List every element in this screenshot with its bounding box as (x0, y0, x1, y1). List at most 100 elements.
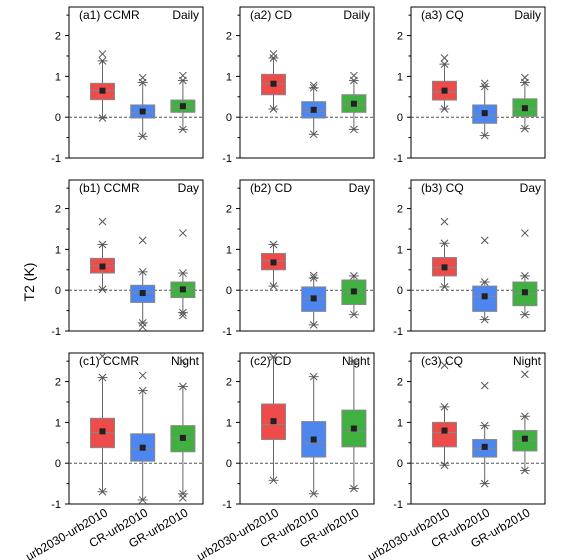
panel-title: (a2) CD (250, 8, 292, 22)
y-tick-label: 2 (55, 377, 61, 389)
max-marker (138, 236, 147, 245)
y-tick-label: 2 (226, 204, 232, 216)
panel-title: (b3) CQ (421, 181, 464, 195)
panel-period-label: Night (513, 354, 542, 368)
max-marker (179, 71, 187, 80)
mean-marker (179, 434, 186, 441)
mean-marker (481, 110, 488, 117)
box-cr (130, 371, 156, 504)
panel-title: (a3) CQ (421, 8, 464, 22)
y-tick-label: 0 (397, 458, 403, 470)
box-cr (301, 81, 327, 139)
box-gr (170, 229, 196, 320)
panel-a2: -1 0 1 2 (a2) CD Daily (222, 6, 375, 165)
p1-marker (521, 124, 529, 133)
y-tick-label: -1 (393, 153, 403, 165)
iqr-box (432, 421, 457, 448)
y-tick-label: 0 (55, 112, 61, 124)
p1-marker (480, 479, 489, 488)
p1-marker (269, 476, 278, 485)
panel-title: (c2) CD (250, 354, 292, 368)
box-cr (472, 236, 498, 324)
y-tick-label: 2 (226, 377, 232, 389)
mean-marker (441, 264, 448, 271)
p1-marker (98, 114, 107, 122)
p99-marker (138, 386, 147, 395)
mean-marker (481, 443, 488, 450)
p1-marker (480, 131, 489, 140)
y-axis-label: T2 (K) (21, 263, 37, 302)
panel-frame (239, 352, 375, 505)
panel-frame (239, 6, 375, 159)
panel-period-label: Day (349, 181, 370, 195)
p1-marker (350, 484, 358, 493)
max-marker (179, 229, 187, 237)
min-marker (138, 323, 147, 331)
panel-title: (b1) CCMR (79, 181, 140, 195)
box-gr (170, 357, 196, 502)
panel-period-label: Day (520, 181, 541, 195)
panel-title: (b2) CD (250, 181, 292, 195)
p1-marker (179, 125, 187, 134)
y-tick-label: 2 (55, 204, 61, 216)
box-gr (512, 73, 538, 133)
p99-marker (269, 353, 278, 361)
p1-marker (350, 125, 358, 134)
mean-marker (350, 425, 357, 432)
box-cr (472, 381, 498, 488)
panel-frame (239, 179, 375, 332)
y-tick-label: 0 (226, 458, 232, 470)
mean-marker (179, 286, 186, 293)
max-marker (350, 71, 358, 80)
max-marker (98, 217, 107, 226)
p1-marker (440, 461, 449, 470)
y-tick-label: 1 (397, 417, 403, 429)
min-marker (179, 494, 187, 502)
p99-marker (179, 382, 187, 391)
p1-marker (480, 315, 489, 324)
p1-marker (521, 466, 529, 475)
p99-marker (440, 60, 449, 68)
y-tick-label: 2 (226, 31, 232, 43)
box-cr (130, 73, 156, 141)
y-tick-label: 0 (55, 285, 61, 297)
p99-marker (309, 274, 318, 282)
p99-marker (98, 373, 107, 382)
p1-marker (98, 285, 107, 294)
box-gr (512, 370, 538, 475)
y-tick-label: 2 (397, 204, 403, 216)
y-tick-label: 1 (55, 71, 61, 83)
box-urb (90, 352, 115, 496)
y-tick-label: 0 (55, 458, 61, 470)
box-urb (432, 217, 457, 291)
mean-marker (99, 263, 106, 270)
mean-marker (99, 428, 106, 435)
box-urb (261, 50, 286, 113)
p1-marker (440, 283, 449, 291)
y-tick-label: -1 (393, 499, 403, 511)
panel-period-label: Night (171, 354, 200, 368)
y-tick-label: 0 (226, 112, 232, 124)
y-tick-label: 1 (397, 244, 403, 256)
panel-frame (410, 6, 546, 159)
p1-marker (138, 496, 147, 504)
y-tick-label: 2 (55, 31, 61, 43)
p99-marker (521, 412, 529, 421)
p99-marker (309, 372, 318, 381)
p99-marker (269, 240, 278, 249)
p99-marker (179, 269, 187, 277)
panel-title: (c3) CQ (421, 354, 463, 368)
mean-marker (139, 290, 146, 297)
y-tick-label: 0 (397, 112, 403, 124)
y-tick-label: 1 (397, 71, 403, 83)
max-marker (138, 73, 147, 82)
box-gr (170, 71, 196, 134)
p1-marker (98, 487, 107, 496)
max-marker (309, 271, 318, 280)
p99-marker (309, 83, 318, 92)
y-tick-label: 2 (397, 377, 403, 389)
max-marker (480, 236, 489, 245)
box-urb (90, 217, 115, 294)
max-marker (480, 79, 489, 88)
